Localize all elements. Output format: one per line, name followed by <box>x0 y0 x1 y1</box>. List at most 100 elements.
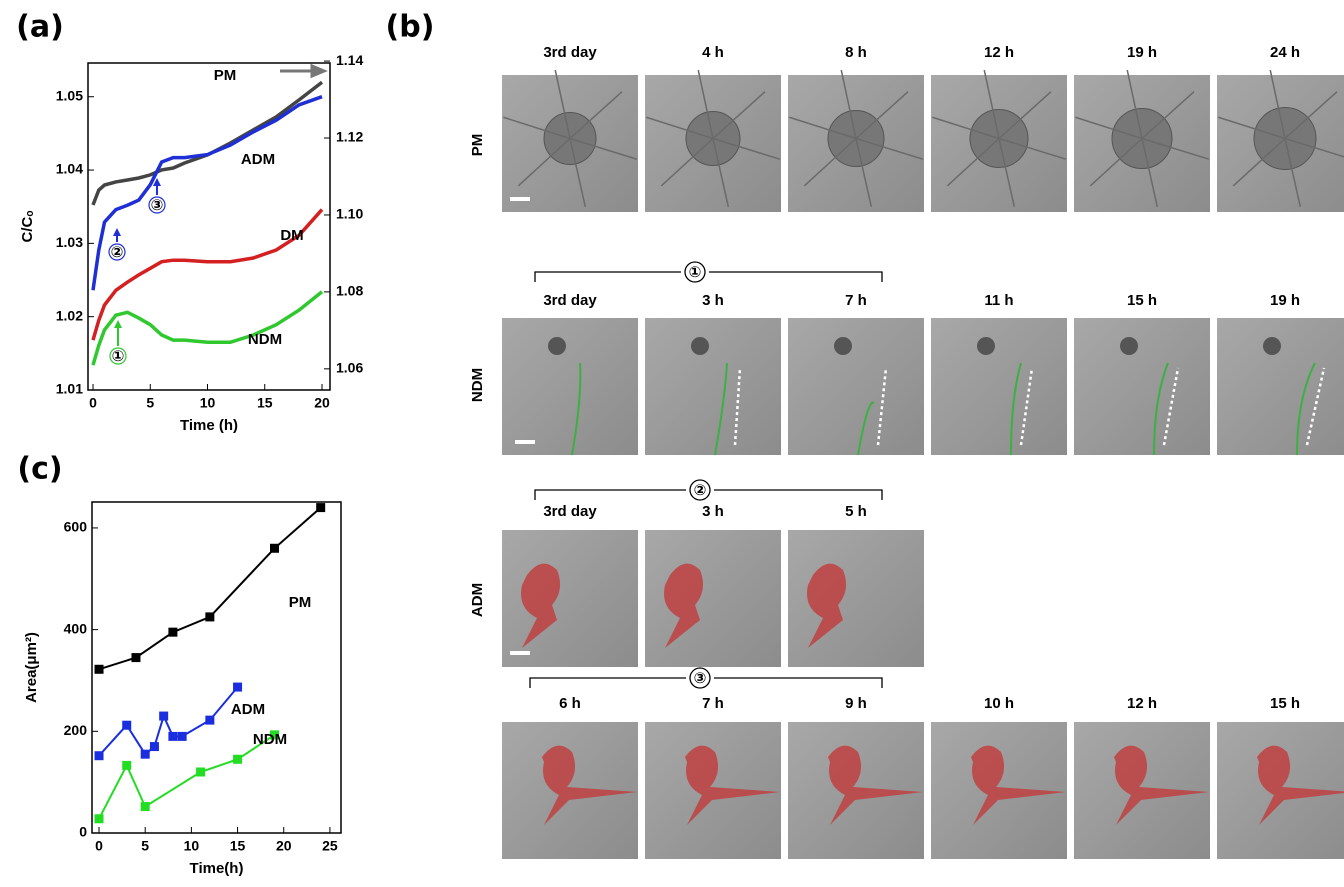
y-tick-label: 1.02 <box>56 307 83 323</box>
micrograph <box>1217 318 1344 455</box>
cell <box>691 337 709 355</box>
series-line <box>98 734 276 820</box>
x-tick-label: 15 <box>257 395 273 411</box>
time-label: 5 h <box>845 503 867 520</box>
neurite <box>712 138 730 207</box>
panel-label: (c) <box>17 452 62 487</box>
annotation: ② <box>111 244 124 261</box>
y-tick-label: 1.05 <box>56 87 83 103</box>
time-label: 12 h <box>984 44 1014 61</box>
y-tick-label: 400 <box>64 620 88 636</box>
neurite <box>1089 137 1143 187</box>
x-tick-label: 20 <box>314 395 330 411</box>
data-point <box>270 543 280 553</box>
data-point <box>149 742 159 752</box>
pm-axis-arrow <box>280 63 328 79</box>
data-point <box>122 720 132 730</box>
cell-body <box>971 745 1066 825</box>
time-label: 19 h <box>1270 292 1300 309</box>
axon <box>571 362 582 456</box>
x-tick-label: 0 <box>95 838 103 854</box>
neurite <box>569 138 587 207</box>
axon <box>1010 362 1022 456</box>
bracket-circle <box>689 667 711 689</box>
x-tick-label: 0 <box>89 395 97 411</box>
cell <box>834 337 852 355</box>
neurite <box>1232 137 1286 187</box>
micrograph <box>645 318 781 455</box>
cell-body <box>521 563 561 648</box>
panel-label: (a) <box>16 10 64 45</box>
neurite <box>697 69 714 139</box>
neurite <box>983 69 1000 139</box>
x-axis-label: Time (h) <box>180 417 238 434</box>
axon <box>1153 362 1169 456</box>
scale-bar <box>510 197 530 201</box>
micrograph <box>502 318 638 455</box>
time-label: 3rd day <box>543 44 597 61</box>
data-point <box>122 760 132 770</box>
neurite <box>660 137 714 187</box>
growth-arrow <box>733 367 742 446</box>
series-line <box>91 208 324 341</box>
cell-body <box>664 563 704 648</box>
micrograph <box>788 318 924 455</box>
row-label: ADM <box>469 583 486 617</box>
series-label: ADM <box>241 151 275 168</box>
neurite <box>1141 91 1195 140</box>
x-tick-label: 25 <box>322 838 338 854</box>
time-label: 3rd day <box>543 503 597 520</box>
neurite <box>1284 137 1344 158</box>
bracket <box>534 271 883 282</box>
data-point <box>270 730 280 740</box>
x-tick-label: 20 <box>276 838 292 854</box>
axon <box>857 401 875 456</box>
time-label: 12 h <box>1127 695 1157 712</box>
annotation-circle <box>109 347 127 365</box>
growth-arrow <box>1019 367 1034 446</box>
y-tick-label: 1.03 <box>56 234 83 250</box>
cell-body <box>807 563 847 648</box>
x-tick-label: 5 <box>141 838 149 854</box>
neurite <box>855 138 873 207</box>
data-point <box>94 751 104 761</box>
y-tick-label: 200 <box>64 722 88 738</box>
time-label: 7 h <box>845 292 867 309</box>
y-axis-label: C/Cₒ <box>19 211 36 243</box>
data-point <box>94 814 104 824</box>
row-label: NDM <box>469 368 486 402</box>
x-tick-label: 10 <box>200 395 216 411</box>
time-label: 11 h <box>984 292 1013 309</box>
series-line <box>91 80 324 206</box>
y-tick-label: 1.01 <box>56 381 83 397</box>
y2-tick-label: 1.08 <box>336 283 363 299</box>
neurite <box>569 137 638 160</box>
y2-tick-label: 1.12 <box>336 129 363 145</box>
panel-label: (b) <box>386 10 435 45</box>
neurite <box>712 91 766 140</box>
neurite <box>554 69 571 139</box>
series-label: ADM <box>231 701 265 718</box>
y-tick-label: 1.04 <box>56 161 83 177</box>
data-point <box>205 612 215 622</box>
data-point <box>205 715 215 725</box>
data-point <box>140 802 150 812</box>
axon <box>1296 362 1316 456</box>
neurite <box>946 137 1000 187</box>
data-point <box>177 731 187 741</box>
bracket <box>529 677 883 688</box>
data-point <box>316 503 326 513</box>
annotation: ① <box>112 348 125 365</box>
neurite <box>712 137 781 160</box>
neurite <box>789 116 857 140</box>
data-point <box>159 711 169 721</box>
series-label: DM <box>280 227 303 244</box>
y2-tick-label: 1.14 <box>336 52 363 68</box>
series-label: NDM <box>248 331 282 348</box>
neurite <box>1284 91 1338 140</box>
data-point <box>94 664 104 674</box>
data-point <box>233 754 243 764</box>
annotation-arrowhead <box>114 320 122 328</box>
neurite <box>503 116 571 140</box>
